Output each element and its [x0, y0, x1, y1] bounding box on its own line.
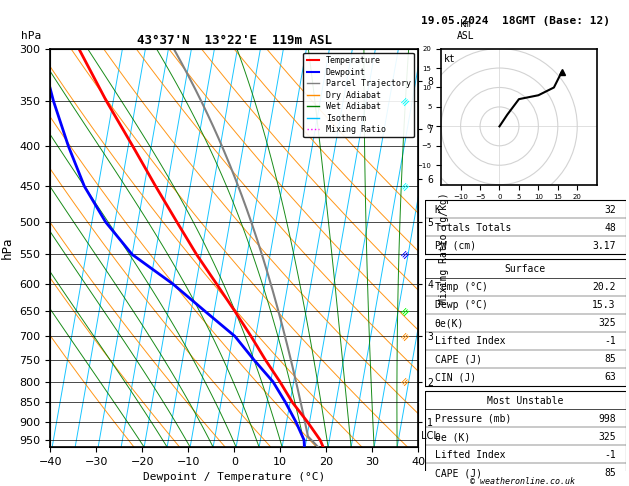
Text: 20.2: 20.2 [593, 282, 616, 293]
Text: 325: 325 [598, 432, 616, 442]
Text: Pressure (mb): Pressure (mb) [435, 414, 511, 424]
Text: 325: 325 [598, 318, 616, 329]
Text: hPa: hPa [21, 31, 41, 41]
Text: -1: -1 [604, 450, 616, 460]
Text: kt: kt [444, 54, 456, 64]
Text: 32: 32 [604, 205, 616, 215]
Text: Totals Totals: Totals Totals [435, 223, 511, 233]
Text: ≡: ≡ [399, 304, 413, 318]
Text: 15.3: 15.3 [593, 300, 616, 311]
Text: ≡: ≡ [399, 179, 413, 193]
Text: 19.05.2024  18GMT (Base: 12): 19.05.2024 18GMT (Base: 12) [421, 17, 610, 26]
Text: Dewp (°C): Dewp (°C) [435, 300, 487, 311]
Text: Lifted Index: Lifted Index [435, 336, 505, 347]
Text: LCL: LCL [418, 432, 439, 441]
Text: Temp (°C): Temp (°C) [435, 282, 487, 293]
Text: Lifted Index: Lifted Index [435, 450, 505, 460]
Text: ≡: ≡ [399, 375, 413, 388]
Text: CAPE (J): CAPE (J) [435, 354, 482, 364]
Text: K: K [435, 205, 440, 215]
Text: PW (cm): PW (cm) [435, 241, 476, 251]
Text: 85: 85 [604, 468, 616, 478]
Text: ≡: ≡ [399, 94, 413, 108]
Text: © weatheronline.co.uk: © weatheronline.co.uk [470, 477, 574, 486]
Text: θe(K): θe(K) [435, 318, 464, 329]
Text: 48: 48 [604, 223, 616, 233]
Text: CAPE (J): CAPE (J) [435, 468, 482, 478]
Legend: Temperature, Dewpoint, Parcel Trajectory, Dry Adiabat, Wet Adiabat, Isotherm, Mi: Temperature, Dewpoint, Parcel Trajectory… [303, 53, 414, 138]
Text: 998: 998 [598, 414, 616, 424]
Text: 63: 63 [604, 372, 616, 382]
Text: ≡: ≡ [399, 247, 413, 261]
Text: CIN (J): CIN (J) [435, 372, 476, 382]
Title: 43°37'N  13°22'E  119m ASL: 43°37'N 13°22'E 119m ASL [136, 35, 332, 48]
Text: -1: -1 [604, 336, 616, 347]
Text: θe (K): θe (K) [435, 432, 470, 442]
Text: 85: 85 [604, 354, 616, 364]
Y-axis label: Mixing Ratio (g/kg): Mixing Ratio (g/kg) [439, 192, 448, 304]
X-axis label: Dewpoint / Temperature (°C): Dewpoint / Temperature (°C) [143, 472, 325, 483]
Text: km
ASL: km ASL [457, 19, 475, 41]
Text: 3.17: 3.17 [593, 241, 616, 251]
Text: Most Unstable: Most Unstable [487, 396, 564, 406]
Text: ≡: ≡ [399, 330, 413, 343]
Text: Surface: Surface [504, 264, 546, 275]
Y-axis label: hPa: hPa [1, 237, 14, 259]
